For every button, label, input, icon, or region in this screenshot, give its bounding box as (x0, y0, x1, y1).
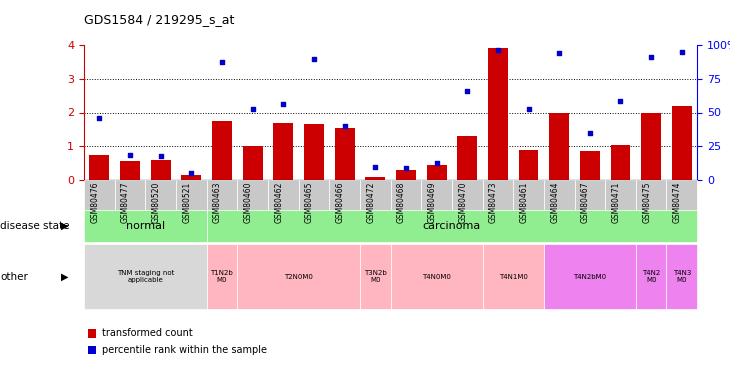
Text: T1N2b
M0: T1N2b M0 (210, 270, 234, 284)
Bar (212, 121, 232, 180)
Text: GSM80477: GSM80477 (121, 182, 130, 224)
Bar (150, 160, 171, 180)
Bar (304, 124, 324, 180)
Text: GSM80462: GSM80462 (274, 182, 283, 223)
Text: GSM80520: GSM80520 (152, 182, 161, 223)
Text: normal: normal (126, 221, 165, 231)
Text: GSM80470: GSM80470 (458, 182, 467, 224)
Bar (120, 161, 140, 180)
Text: GSM80521: GSM80521 (182, 182, 191, 223)
Text: GSM80471: GSM80471 (612, 182, 620, 223)
Bar (580, 151, 600, 180)
Bar (181, 175, 201, 180)
Text: GDS1584 / 219295_s_at: GDS1584 / 219295_s_at (84, 13, 234, 26)
Text: percentile rank within the sample: percentile rank within the sample (102, 345, 267, 355)
Bar (334, 128, 355, 180)
Text: T4N2
M0: T4N2 M0 (642, 270, 660, 284)
Point (584, 130, 596, 136)
Text: GSM80467: GSM80467 (581, 182, 590, 224)
Text: T4N2bM0: T4N2bM0 (573, 274, 607, 280)
Point (645, 54, 657, 60)
Text: TNM staging not
applicable: TNM staging not applicable (117, 270, 174, 284)
Point (247, 106, 258, 112)
Point (124, 152, 136, 157)
Bar (641, 112, 661, 180)
Bar (242, 146, 263, 180)
Text: GSM80475: GSM80475 (642, 182, 651, 224)
Text: transformed count: transformed count (102, 328, 193, 338)
Point (676, 49, 688, 55)
Text: ▶: ▶ (61, 221, 69, 231)
Text: GSM80464: GSM80464 (550, 182, 559, 224)
Point (431, 160, 442, 166)
Text: GSM80474: GSM80474 (673, 182, 682, 224)
Bar (426, 165, 447, 180)
Point (339, 123, 350, 129)
Text: T2N0M0: T2N0M0 (284, 274, 313, 280)
Point (185, 170, 197, 176)
Text: GSM80465: GSM80465 (305, 182, 314, 224)
Bar (457, 136, 477, 180)
Bar (488, 48, 508, 180)
Point (523, 106, 534, 112)
Bar (396, 170, 416, 180)
Text: GSM80472: GSM80472 (366, 182, 375, 223)
Point (553, 51, 565, 57)
Point (308, 56, 320, 62)
Point (492, 47, 504, 53)
Point (216, 59, 228, 65)
Text: disease state: disease state (0, 221, 69, 231)
Point (277, 101, 289, 107)
Text: GSM80466: GSM80466 (336, 182, 345, 224)
Point (369, 164, 381, 170)
Point (615, 98, 626, 104)
Text: GSM80469: GSM80469 (428, 182, 437, 224)
Text: carcinoma: carcinoma (423, 221, 481, 231)
Text: GSM80460: GSM80460 (244, 182, 253, 224)
Point (400, 165, 412, 171)
Bar (672, 106, 692, 180)
Text: GSM80476: GSM80476 (91, 182, 99, 224)
Point (461, 88, 473, 94)
Bar (518, 150, 539, 180)
Text: T4N3
M0: T4N3 M0 (672, 270, 691, 284)
Point (155, 153, 166, 159)
Text: GSM80468: GSM80468 (397, 182, 406, 223)
Text: T4N0M0: T4N0M0 (422, 274, 451, 280)
Text: GSM80463: GSM80463 (213, 182, 222, 224)
Bar (610, 145, 631, 180)
Text: T3N2b
M0: T3N2b M0 (364, 270, 387, 284)
Text: ▶: ▶ (61, 272, 69, 282)
Text: other: other (0, 272, 28, 282)
Bar (365, 177, 385, 180)
Point (93, 115, 105, 121)
Bar (89, 154, 110, 180)
Bar (549, 112, 569, 180)
Text: T4N1M0: T4N1M0 (499, 274, 528, 280)
Bar (273, 123, 293, 180)
Text: GSM80473: GSM80473 (489, 182, 498, 224)
Text: GSM80461: GSM80461 (520, 182, 529, 223)
